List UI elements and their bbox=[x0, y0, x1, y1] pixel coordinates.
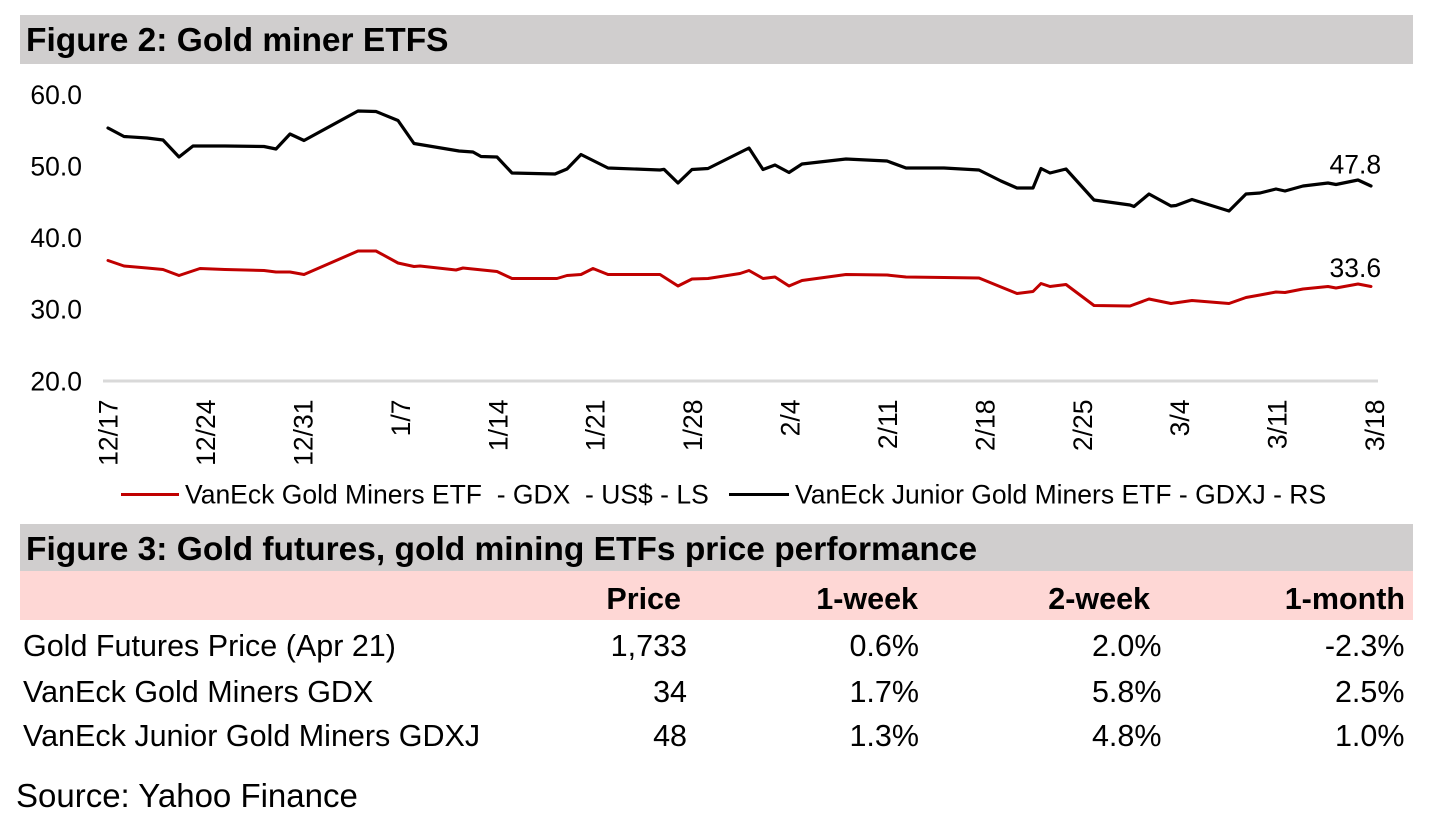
svg-text:33.6: 33.6 bbox=[1330, 253, 1382, 283]
svg-text:2/25: 2/25 bbox=[1068, 400, 1098, 452]
svg-text:47.8: 47.8 bbox=[1330, 150, 1382, 180]
svg-text:1/21: 1/21 bbox=[581, 400, 611, 452]
svg-text:2/11: 2/11 bbox=[873, 400, 903, 450]
svg-text:1/7: 1/7 bbox=[386, 400, 416, 437]
svg-text:60.0: 60.0 bbox=[30, 80, 82, 110]
svg-text:2/18: 2/18 bbox=[970, 400, 1000, 452]
svg-text:3/11: 3/11 bbox=[1263, 400, 1293, 450]
svg-text:12/17: 12/17 bbox=[94, 400, 124, 466]
svg-text:30.0: 30.0 bbox=[30, 295, 82, 325]
svg-text:40.0: 40.0 bbox=[30, 223, 82, 253]
svg-text:VanEck Gold Miners ETF - GDX: VanEck Gold Miners ETF - GDX - US$ - LS bbox=[185, 479, 709, 509]
svg-text:1/28: 1/28 bbox=[678, 400, 708, 452]
svg-text:12/31: 12/31 bbox=[288, 400, 318, 466]
svg-text:1/14: 1/14 bbox=[483, 400, 513, 452]
svg-text:VanEck Junior Gold Miners ETF: VanEck Junior Gold Miners ETF - GDXJ - R… bbox=[795, 479, 1326, 509]
svg-text:50.0: 50.0 bbox=[30, 151, 82, 181]
svg-text:20.0: 20.0 bbox=[30, 366, 82, 396]
svg-text:2/4: 2/4 bbox=[776, 400, 806, 437]
svg-text:3/4: 3/4 bbox=[1165, 400, 1195, 437]
svg-text:12/24: 12/24 bbox=[191, 400, 221, 466]
svg-text:3/18: 3/18 bbox=[1360, 400, 1390, 452]
